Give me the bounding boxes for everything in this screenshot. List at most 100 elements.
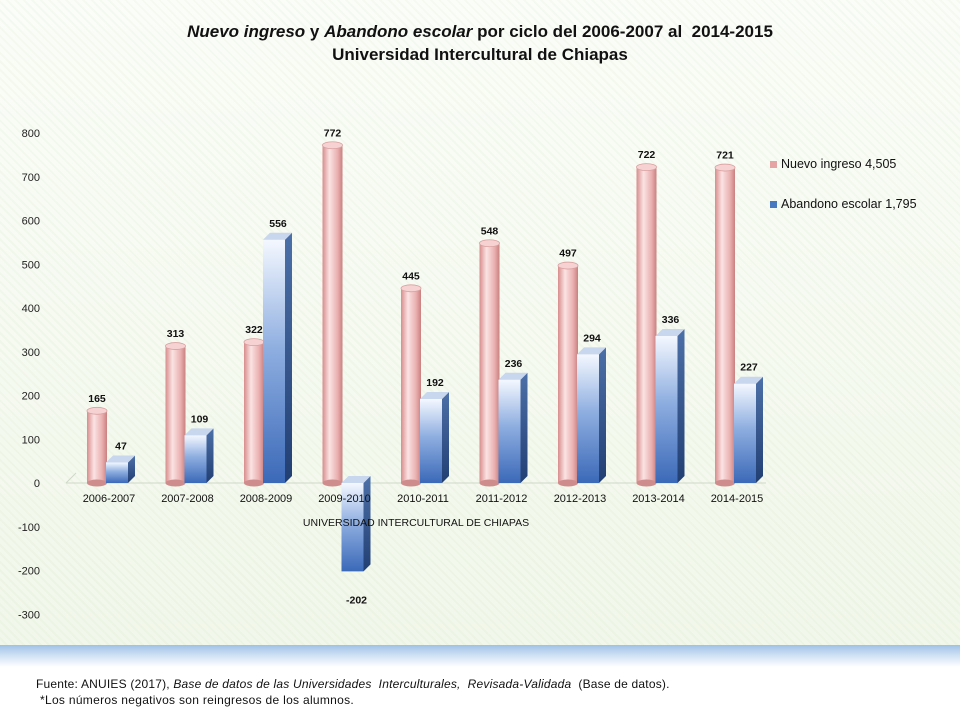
title-connector: y	[305, 22, 325, 41]
abandono-bar-side	[599, 347, 606, 483]
y-tick-label: -300	[18, 609, 40, 621]
nuevo-ingreso-bar-base	[558, 479, 578, 487]
y-tick-label: 600	[22, 216, 40, 228]
footer-band	[0, 645, 960, 667]
abandono-bar-side	[363, 476, 371, 572]
abandono-escolar-bar	[106, 462, 128, 483]
nuevo-ingreso-bar-top	[322, 141, 343, 150]
legend-abandono-escolar-swatch	[770, 201, 777, 208]
nuevo-ingreso-bar	[322, 145, 343, 483]
nuevo-ingreso-bar-top	[165, 342, 186, 350]
abandono-escolar-bar	[498, 379, 521, 483]
nuevo-ingreso-bar-top	[479, 239, 500, 248]
floor-edge	[65, 472, 77, 484]
y-tick-label: 800	[22, 128, 40, 140]
nuevo-ingreso-bar	[165, 346, 186, 483]
abandono-value-label: 336	[662, 314, 680, 326]
x-tick-label: 2013-2014	[632, 493, 685, 505]
source-note: Fuente: ANUIES (2017), Base de datos de …	[36, 677, 670, 691]
nuevo-ingreso-value-label: 721	[716, 150, 734, 162]
x-tick-label: 2012-2013	[554, 493, 607, 505]
y-tick-label: 700	[22, 172, 40, 184]
nuevo-ingreso-bar-top	[636, 163, 657, 172]
nuevo-ingreso-bar-top	[557, 261, 579, 270]
abandono-escolar-bar	[184, 435, 207, 483]
abandono-escolar-bar	[655, 336, 678, 483]
nuevo-ingreso-bar-base	[636, 479, 657, 487]
title-italic-abandono: Abandono escolar	[324, 22, 473, 41]
nuevo-ingreso-value-label: 445	[402, 270, 420, 282]
y-tick-label: 300	[22, 347, 40, 359]
abandono-bar-top	[263, 232, 292, 240]
nuevo-ingreso-bar-base	[322, 479, 343, 487]
nuevo-ingreso-bar-base	[165, 479, 186, 487]
abandono-value-label: 109	[191, 413, 209, 425]
x-tick-label: 2010-2011	[397, 493, 449, 505]
abandono-bar-top	[420, 392, 449, 399]
y-tick-label: -100	[18, 522, 40, 534]
abandono-value-label: 236	[505, 358, 523, 370]
nuevo-ingreso-bar-top	[243, 338, 265, 347]
abandono-bar-top	[655, 329, 685, 336]
y-tick-label: 400	[22, 303, 40, 315]
abandono-bar-top	[577, 347, 606, 355]
abandono-value-label: 192	[426, 377, 444, 389]
abandono-bar-top	[498, 372, 528, 380]
bar-chart: -300 -200 -100 0 100 200 300 400 500 600 700 800 20…	[18, 127, 917, 621]
x-tick-label: 2009-2010	[318, 493, 371, 505]
x-tick-label: 2006-2007	[83, 493, 136, 505]
y-tick-label: -200	[18, 566, 40, 578]
nuevo-ingreso-bar	[244, 342, 264, 483]
abandono-bar-side	[442, 392, 449, 483]
legend-abandono-escolar-label: Abandono escolar 1,795	[781, 197, 917, 211]
y-tick-label: 100	[22, 434, 40, 446]
title-rest: por ciclo del 2006-2007 al 2014-2015	[472, 22, 773, 41]
title-italic-nuevo-ingreso: Nuevo ingreso	[187, 22, 306, 41]
x-tick-label: 2014-2015	[711, 493, 764, 505]
abandono-value-label: 227	[740, 362, 758, 374]
abandono-bar-top	[341, 476, 371, 483]
abandono-bar-side	[128, 455, 135, 483]
legend-nuevo-ingreso-swatch	[770, 161, 777, 168]
abandono-escolar-bar	[420, 399, 442, 483]
nuevo-ingreso-value-label: 722	[638, 149, 656, 161]
nuevo-ingreso-bar	[401, 288, 421, 483]
chart-title: Nuevo ingreso y Abandono escolar por cic…	[0, 20, 960, 66]
abandono-bar-side	[520, 372, 528, 483]
chart-title-line2: Universidad Intercultural de Chiapas	[332, 45, 628, 64]
nuevo-ingreso-bar-top	[714, 163, 736, 172]
abandono-escolar-bar	[734, 383, 756, 483]
source-suffix: (Base de datos).	[571, 677, 670, 691]
abandono-escolar-bar	[341, 483, 364, 572]
nuevo-ingreso-bar	[715, 167, 735, 483]
nuevo-ingreso-value-label: 313	[167, 328, 185, 340]
nuevo-ingreso-bar-base	[715, 479, 735, 487]
abandono-bar-side	[206, 428, 214, 483]
nuevo-ingreso-bar-base	[479, 479, 500, 487]
abandono-value-label: 556	[269, 218, 287, 230]
nuevo-ingreso-bar	[87, 410, 107, 483]
source-prefix: Fuente: ANUIES (2017),	[36, 677, 174, 691]
x-tick-label: 2011-2012	[476, 493, 528, 505]
nuevo-ingreso-bar-base	[87, 479, 107, 487]
negative-values-note: *Los números negativos son reingresos de…	[40, 693, 355, 707]
abandono-escolar-bar	[577, 354, 599, 483]
nuevo-ingreso-bar-base	[401, 479, 421, 487]
nuevo-ingreso-bar	[479, 243, 500, 483]
y-tick-label: 0	[34, 478, 40, 490]
nuevo-ingreso-bar-top	[400, 284, 422, 293]
abandono-bar-side	[756, 376, 763, 483]
x-tick-label: 2007-2008	[161, 493, 214, 505]
nuevo-ingreso-value-label: 772	[324, 127, 342, 139]
abandono-bar-top	[184, 428, 214, 436]
abandono-value-label: 47	[115, 440, 127, 452]
nuevo-ingreso-bar	[636, 167, 657, 483]
y-tick-label: 500	[22, 259, 40, 271]
legend-nuevo-ingreso-label: Nuevo ingreso 4,505	[781, 157, 896, 171]
source-title: Base de datos de las Universidades Inter…	[173, 677, 572, 691]
chart-title-line1: Nuevo ingreso y Abandono escolar por cic…	[0, 20, 960, 43]
abandono-value-label: 294	[583, 332, 601, 344]
nuevo-ingreso-value-label: 548	[481, 225, 499, 237]
abandono-escolar-bar	[263, 239, 285, 483]
nuevo-ingreso-value-label: 165	[88, 393, 106, 405]
